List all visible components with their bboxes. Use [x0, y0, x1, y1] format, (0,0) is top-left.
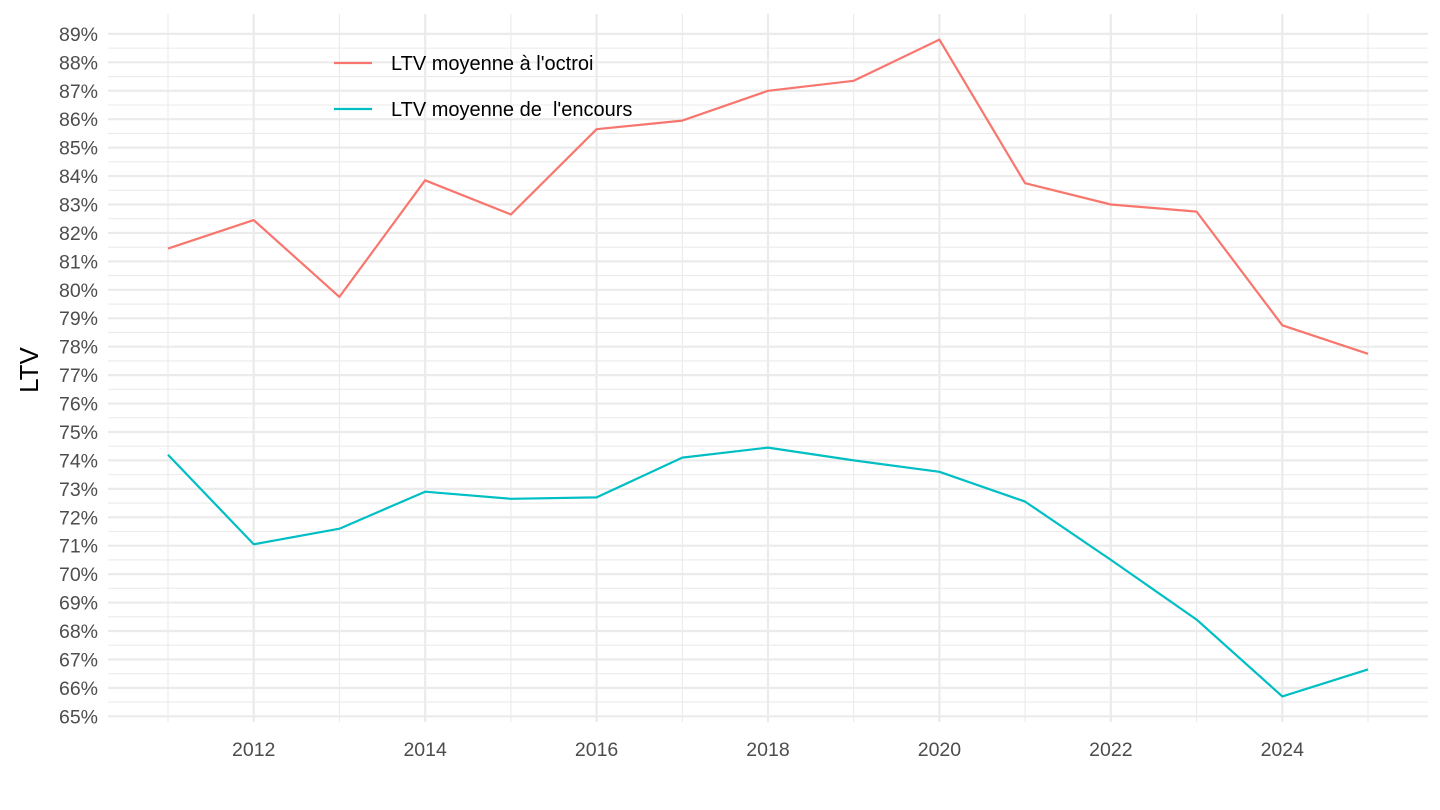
- y-tick-label: 67%: [59, 649, 98, 671]
- x-axis-ticks: 2012 2014 2016 2018 2020 2022 2024: [232, 739, 1304, 761]
- y-tick-label: 77%: [59, 365, 98, 387]
- y-tick-label: 65%: [59, 706, 98, 728]
- legend: LTV moyenne à l'octroi LTV moyenne de l'…: [334, 53, 632, 121]
- y-tick-label: 86%: [59, 109, 98, 131]
- series-line-1: [167, 446, 1369, 698]
- y-axis-title: LTV: [14, 346, 44, 392]
- y-tick-label: 69%: [59, 593, 98, 615]
- y-tick-label: 76%: [59, 394, 98, 416]
- y-tick-label: 79%: [59, 308, 98, 330]
- x-tick-label: 2020: [918, 739, 962, 761]
- x-tick-label: 2024: [1261, 739, 1305, 761]
- y-tick-label: 87%: [59, 81, 98, 103]
- series-layer: [167, 38, 1369, 698]
- legend-label-octroi: LTV moyenne à l'octroi: [391, 53, 593, 75]
- x-tick-label: 2016: [575, 739, 618, 761]
- y-tick-label: 72%: [59, 507, 98, 529]
- y-tick-label: 80%: [59, 280, 98, 302]
- y-tick-label: 70%: [59, 564, 98, 586]
- x-tick-label: 2012: [232, 739, 275, 761]
- x-tick-label: 2014: [403, 739, 447, 761]
- y-tick-label: 75%: [59, 422, 98, 444]
- series-line-0: [167, 38, 1369, 355]
- y-tick-label: 66%: [59, 678, 98, 700]
- y-tick-label: 68%: [59, 621, 98, 643]
- legend-label-encours: LTV moyenne de l'encours: [391, 99, 632, 121]
- y-tick-label: 73%: [59, 479, 98, 501]
- y-tick-label: 85%: [59, 138, 98, 160]
- grid-major: [108, 14, 1428, 722]
- y-tick-label: 78%: [59, 337, 98, 359]
- y-tick-label: 82%: [59, 223, 98, 245]
- y-tick-label: 81%: [59, 251, 98, 273]
- y-tick-label: 84%: [59, 166, 98, 188]
- y-tick-label: 74%: [59, 450, 98, 472]
- x-tick-label: 2022: [1089, 739, 1132, 761]
- y-tick-label: 88%: [59, 52, 98, 74]
- x-tick-label: 2018: [746, 739, 789, 761]
- y-tick-label: 89%: [59, 24, 98, 46]
- y-tick-label: 71%: [59, 536, 98, 558]
- y-tick-label: 83%: [59, 195, 98, 217]
- y-axis-ticks: 65% 66% 67% 68% 69% 70% 71% 72% 73% 74% 75% 76% 77% 7…: [59, 24, 98, 728]
